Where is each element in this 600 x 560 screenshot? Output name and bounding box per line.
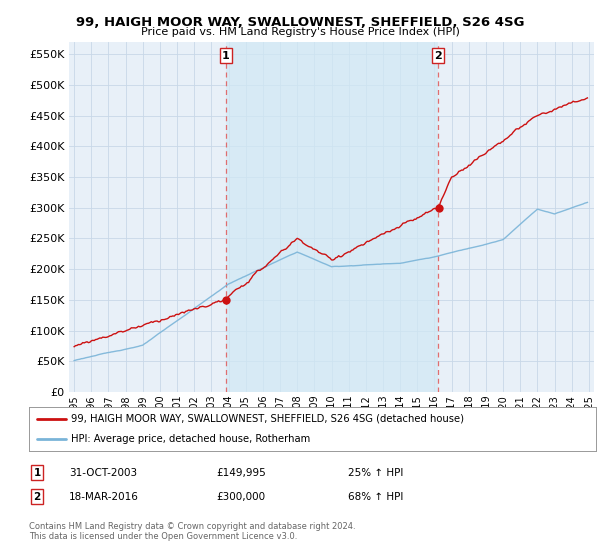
Text: 2: 2 (434, 50, 442, 60)
Text: Contains HM Land Registry data © Crown copyright and database right 2024.
This d: Contains HM Land Registry data © Crown c… (29, 522, 355, 542)
Text: 18-MAR-2016: 18-MAR-2016 (69, 492, 139, 502)
Text: £300,000: £300,000 (216, 492, 265, 502)
Text: 2: 2 (34, 492, 41, 502)
Text: £149,995: £149,995 (216, 468, 266, 478)
Text: 99, HAIGH MOOR WAY, SWALLOWNEST, SHEFFIELD, S26 4SG: 99, HAIGH MOOR WAY, SWALLOWNEST, SHEFFIE… (76, 16, 524, 29)
Text: Price paid vs. HM Land Registry's House Price Index (HPI): Price paid vs. HM Land Registry's House … (140, 27, 460, 37)
Text: HPI: Average price, detached house, Rotherham: HPI: Average price, detached house, Roth… (71, 434, 311, 444)
Bar (226, 42, 438, 392)
Text: 31-OCT-2003: 31-OCT-2003 (69, 468, 137, 478)
Text: 99, HAIGH MOOR WAY, SWALLOWNEST, SHEFFIELD, S26 4SG (detached house): 99, HAIGH MOOR WAY, SWALLOWNEST, SHEFFIE… (71, 414, 464, 424)
Text: 1: 1 (34, 468, 41, 478)
Text: 68% ↑ HPI: 68% ↑ HPI (348, 492, 403, 502)
Text: 1: 1 (222, 50, 230, 60)
Text: 25% ↑ HPI: 25% ↑ HPI (348, 468, 403, 478)
